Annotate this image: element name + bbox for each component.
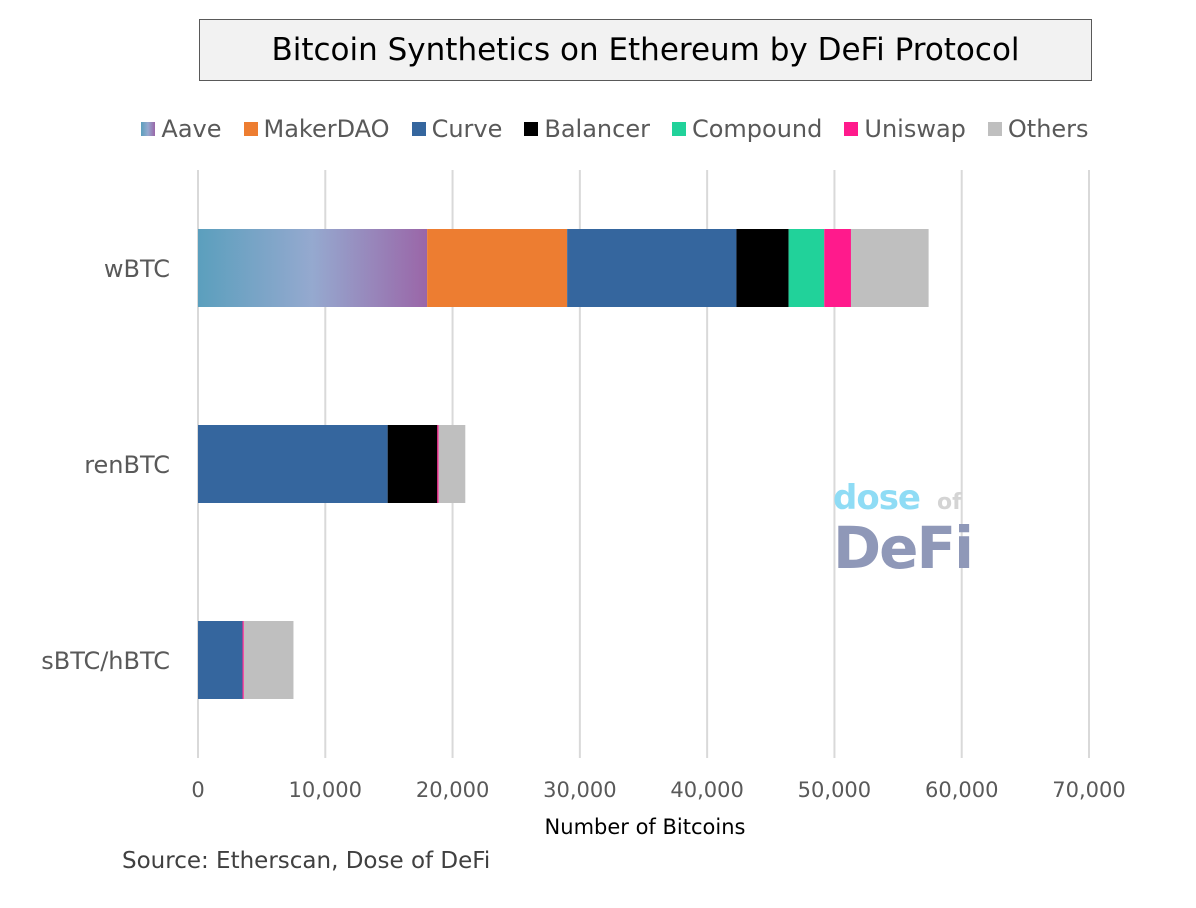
bar-wbtc-makerdao	[427, 229, 568, 307]
x-tick-label-60000: 60,000	[925, 778, 998, 802]
legend-item-balancer: Balancer	[524, 115, 650, 143]
x-tick-label-70000: 70,000	[1052, 778, 1125, 802]
legend-item-aave: Aave	[141, 115, 222, 143]
legend-swatch-curve	[411, 122, 426, 136]
x-tick-label-10000: 10,000	[289, 778, 362, 802]
bar-wbtc-uniswap	[824, 229, 851, 307]
legend-swatch-compound	[671, 122, 686, 136]
legend-swatch-makerdao	[243, 122, 258, 136]
legend-label-curve: Curve	[431, 115, 503, 143]
bar-renbtc-others	[438, 425, 466, 503]
legend-item-curve: Curve	[411, 115, 503, 143]
legend-swatch-uniswap	[844, 122, 859, 136]
legend-label-balancer: Balancer	[544, 115, 650, 143]
legend-label-makerdao: MakerDAO	[263, 115, 390, 143]
category-label-renbtc: renBTC	[84, 451, 170, 479]
legend-label-others: Others	[1007, 115, 1089, 143]
chart-title: Bitcoin Synthetics on Ethereum by DeFi P…	[199, 19, 1092, 81]
bar-renbtc-balancer	[387, 425, 438, 503]
chart-legend: Aave MakerDAO Curve Balancer Compound Uniswap…	[100, 112, 1130, 146]
bar-wbtc-others	[850, 229, 929, 307]
bar-renbtc-curve	[198, 425, 388, 503]
logo-text-dose: dose	[833, 478, 921, 518]
x-tick-label-20000: 20,000	[416, 778, 489, 802]
legend-swatch-others	[987, 122, 1002, 136]
legend-label-compound: Compound	[691, 115, 823, 143]
x-tick-label-30000: 30,000	[543, 778, 616, 802]
legend-label-uniswap: Uniswap	[864, 115, 966, 143]
dose-of-defi-logo: dose of DeFi	[833, 478, 974, 582]
logo-text-of: of	[937, 490, 962, 515]
bar-sbtc-hbtc-others	[243, 621, 294, 699]
legend-item-uniswap: Uniswap	[844, 115, 966, 143]
bar-wbtc-compound	[788, 229, 825, 307]
category-label-sbtc-hbtc: sBTC/hBTC	[41, 647, 170, 675]
bar-sbtc-hbtc-uniswap	[242, 621, 244, 699]
legend-item-makerdao: MakerDAO	[243, 115, 390, 143]
logo-text-defi: DeFi	[833, 514, 974, 582]
x-axis-title: Number of Bitcoins	[544, 815, 746, 839]
x-tick-label-0: 0	[191, 778, 204, 802]
source-note: Source: Etherscan, Dose of DeFi	[122, 848, 491, 874]
legend-item-compound: Compound	[671, 115, 823, 143]
bar-wbtc-aave	[198, 229, 428, 307]
x-tick-label-40000: 40,000	[670, 778, 743, 802]
bar-wbtc-curve	[567, 229, 737, 307]
legend-swatch-aave	[141, 122, 156, 136]
category-label-wbtc: wBTC	[104, 255, 170, 283]
bar-renbtc-uniswap	[437, 425, 439, 503]
x-tick-label-50000: 50,000	[798, 778, 871, 802]
legend-label-aave: Aave	[161, 115, 222, 143]
bar-wbtc-balancer	[736, 229, 789, 307]
bar-sbtc-hbtc-curve	[198, 621, 243, 699]
legend-swatch-balancer	[524, 122, 539, 136]
legend-item-others: Others	[987, 115, 1089, 143]
